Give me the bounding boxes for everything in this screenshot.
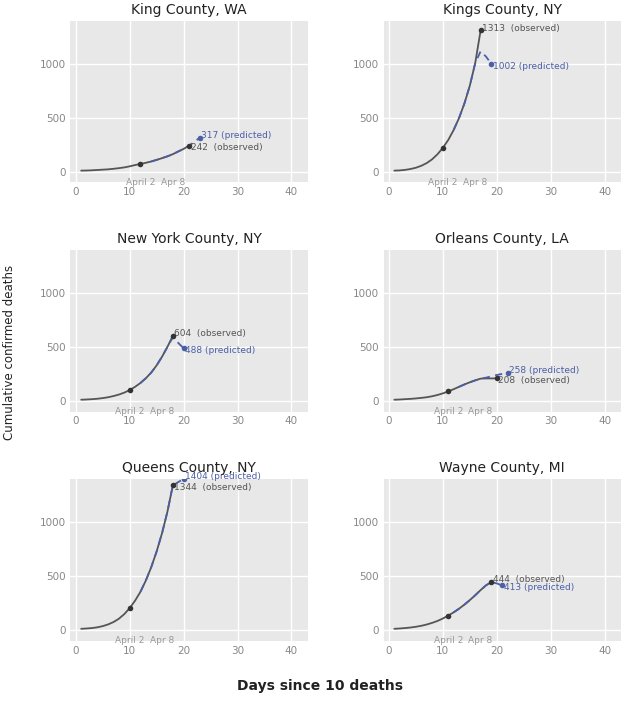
Text: April 2: April 2 <box>115 407 145 416</box>
Text: 258 (predicted): 258 (predicted) <box>509 366 579 375</box>
Text: April 2: April 2 <box>433 636 463 646</box>
Text: Apr 8: Apr 8 <box>150 407 174 416</box>
Text: 1002 (predicted): 1002 (predicted) <box>493 61 569 70</box>
Text: 444  (observed): 444 (observed) <box>493 575 564 584</box>
Text: Apr 8: Apr 8 <box>468 407 493 416</box>
Title: Queens County, NY: Queens County, NY <box>122 461 256 475</box>
Title: King County, WA: King County, WA <box>131 4 247 17</box>
Text: 242  (observed): 242 (observed) <box>191 144 262 152</box>
Text: Apr 8: Apr 8 <box>468 636 493 646</box>
Text: 413 (predicted): 413 (predicted) <box>504 583 574 592</box>
Title: Kings County, NY: Kings County, NY <box>443 4 562 17</box>
Text: 1344  (observed): 1344 (observed) <box>175 483 252 492</box>
Text: Apr 8: Apr 8 <box>463 178 487 187</box>
Title: Wayne County, MI: Wayne County, MI <box>440 461 565 475</box>
Text: April 2: April 2 <box>428 178 458 187</box>
Text: Apr 8: Apr 8 <box>161 178 185 187</box>
Text: 317 (predicted): 317 (predicted) <box>202 131 272 140</box>
Text: April 2: April 2 <box>115 636 145 646</box>
Text: Days since 10 deaths: Days since 10 deaths <box>237 679 403 693</box>
Text: 604  (observed): 604 (observed) <box>175 329 246 338</box>
Text: 208  (observed): 208 (observed) <box>499 376 570 385</box>
Text: 1313  (observed): 1313 (observed) <box>482 24 560 33</box>
Text: Cumulative confirmed deaths: Cumulative confirmed deaths <box>3 265 16 439</box>
Text: April 2: April 2 <box>126 178 155 187</box>
Text: Apr 8: Apr 8 <box>150 636 174 646</box>
Text: April 2: April 2 <box>433 407 463 416</box>
Title: Orleans County, LA: Orleans County, LA <box>435 232 569 246</box>
Title: New York County, NY: New York County, NY <box>116 232 262 246</box>
Text: 488 (predicted): 488 (predicted) <box>185 346 255 355</box>
Text: 1404 (predicted): 1404 (predicted) <box>185 472 261 482</box>
